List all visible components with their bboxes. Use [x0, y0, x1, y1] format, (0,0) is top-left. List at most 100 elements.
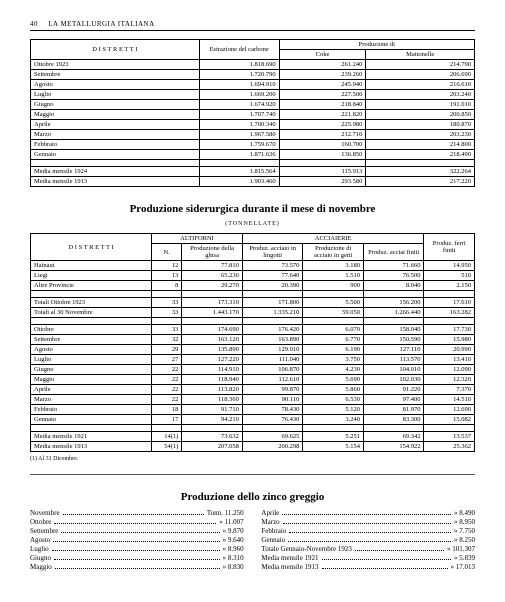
table-row: Gennaio1794.21076.4303.24083.30015.082 [31, 415, 475, 425]
cell-lingotti: 176.420 [242, 325, 303, 335]
zinc-row: Ottobre» 11.007Marzo» 8.950 [30, 518, 475, 526]
col-produzione: Produzione di [279, 40, 474, 50]
row-label: Liegi [31, 271, 152, 281]
row-label: Giugno [31, 365, 152, 375]
table-row: Luglio1.669.200227.500203.240 [31, 90, 475, 100]
col-mattonelle: Mattonelle [366, 50, 475, 60]
row-label: Media mensile 1913 [31, 442, 152, 452]
zinc-value: » 17.013 [451, 563, 476, 571]
cell-lingotti: 112.610 [242, 375, 303, 385]
zinc-row: Settembre» 9.870Febbraio» 7.750 [30, 527, 475, 535]
zinc-label: Marzo [261, 518, 279, 526]
zinc-value: » 8.960 [223, 545, 244, 553]
zinc-value: » 7.750 [454, 527, 475, 535]
zinc-value: » 8.310 [223, 554, 244, 562]
cell-ferri-finiti: 20.990 [424, 345, 475, 355]
zinc-entry: Aprile» 8.490 [261, 509, 475, 517]
cell-n: 32 [152, 335, 182, 345]
cell-estrazione: 1.815.564 [199, 167, 279, 177]
cell-getti: 5.120 [303, 405, 364, 415]
cell-ferri-finiti: 13.537 [424, 432, 475, 442]
cell-lingotti: 111.040 [242, 355, 303, 365]
row-label: Agosto [31, 345, 152, 355]
cell-ghisa: 1.443.170 [182, 308, 243, 318]
table-row: Agosto1.694.910245.940216.610 [31, 80, 475, 90]
table-row: Maggio22118.940112.6105.690102.03012.320 [31, 375, 475, 385]
cell-getti: 5.500 [303, 298, 364, 308]
zinc-entry: Media mensile 1913» 17.013 [261, 563, 475, 571]
zinc-label: Giugno [30, 554, 51, 562]
table-row: Ottobre33174.690176.4206.070158.04017.73… [31, 325, 475, 335]
table-row: Media mensile 19241.815.564115.913322.26… [31, 167, 475, 177]
row-label: Gennaio [31, 150, 200, 160]
dots [54, 518, 216, 524]
cell-getti: 6.190 [303, 345, 364, 355]
dots [54, 554, 220, 560]
cell-ferri-finiti: 14.950 [424, 261, 475, 271]
t2-col-acciaierie: ACCIAIERIE [242, 234, 424, 244]
cell-lingotti: 76.430 [242, 415, 303, 425]
cell-acc-finiti: 71.660 [363, 261, 424, 271]
zinc-table: NovembreTonn. 11.250Aprile» 8.490Ottobre… [30, 509, 475, 571]
cell-n: 33 [152, 298, 182, 308]
cell-n: 22 [152, 365, 182, 375]
cell-ferri-finiti: 13.410 [424, 355, 475, 365]
cell-estrazione: 1.669.200 [199, 90, 279, 100]
table-row: Media mensile 19131.903.460293.580217.22… [31, 177, 475, 187]
cell-mattonelle: 191.010 [366, 100, 475, 110]
dots [355, 545, 444, 551]
table-row: Febbraio1891.71078.4305.12081.97012.690 [31, 405, 475, 415]
cell-estrazione: 1.694.910 [199, 80, 279, 90]
cell-lingotti: 90.110 [242, 395, 303, 405]
cell-ferri-finiti: 163.282 [424, 308, 475, 318]
zinc-row: Giugno» 8.310Media mensile 1921» 5.839 [30, 554, 475, 562]
cell-n: 27 [152, 355, 182, 365]
cell-acc-finiti: 8.040 [363, 281, 424, 291]
cell-coke: 221.820 [279, 110, 366, 120]
table-row: Totali al 30 Novembre331.443.1701.335.21… [31, 308, 475, 318]
cell-acc-finiti: 158.040 [363, 325, 424, 335]
cell-ferri-finiti: 12.090 [424, 365, 475, 375]
table-row: Altre Provincie829.27020.3909008.0402.15… [31, 281, 475, 291]
cell-lingotti: 1.335.210 [242, 308, 303, 318]
row-label: Totali al 30 Novembre [31, 308, 152, 318]
cell-coke: 160.700 [279, 140, 366, 150]
cell-getti: 3.750 [303, 355, 364, 365]
cell-ghisa: 118.360 [182, 395, 243, 405]
cell-ferri-finiti: 15.082 [424, 415, 475, 425]
cell-ghisa: 174.690 [182, 325, 243, 335]
t2-col-distretti: D I S T R E T T I [31, 234, 152, 261]
cell-n: 22 [152, 375, 182, 385]
zinc-entry: Luglio» 8.960 [30, 545, 244, 553]
cell-acc-finiti: 81.970 [363, 405, 424, 415]
cell-coke: 261.240 [279, 60, 366, 70]
cell-coke: 136.850 [279, 150, 366, 160]
cell-ghisa: 77.810 [182, 261, 243, 271]
table2-sub: (TONNELLATE) [30, 221, 475, 227]
cell-ghisa: 65.230 [182, 271, 243, 281]
zinc-row: Maggio» 8.830 Media mensile 1913» 17.013 [30, 563, 475, 571]
row-label: Gennaio [31, 415, 152, 425]
cell-getti: 3.180 [303, 261, 364, 271]
dots [282, 509, 451, 515]
cell-n: 29 [152, 345, 182, 355]
cell-ghisa: 135.890 [182, 345, 243, 355]
row-label: Luglio [31, 90, 200, 100]
table-row: Febbraio1.759.670160.700214.800 [31, 140, 475, 150]
cell-lingotti: 69.625 [242, 432, 303, 442]
zinc-entry: Marzo» 8.950 [261, 518, 475, 526]
cell-mattonelle: 216.610 [366, 80, 475, 90]
zinc-value: » 9.870 [223, 527, 244, 535]
cell-lingotti: 77.640 [242, 271, 303, 281]
cell-lingotti: 99.870 [242, 385, 303, 395]
row-label: Ottobre 1923 [31, 60, 200, 70]
cell-acc-finiti: 1.266.440 [363, 308, 424, 318]
cell-estrazione: 1.700.340 [199, 120, 279, 130]
row-label: Media mensile 1913 [31, 177, 200, 187]
row-label: Hainaut [31, 261, 152, 271]
cell-ghisa: 29.270 [182, 281, 243, 291]
zinc-entry: Maggio» 8.830 [30, 563, 244, 571]
zinc-title: Produzione dello zinco greggio [30, 491, 475, 503]
cell-acc-finiti: 83.300 [363, 415, 424, 425]
zinc-label: Gennaio [261, 536, 285, 544]
